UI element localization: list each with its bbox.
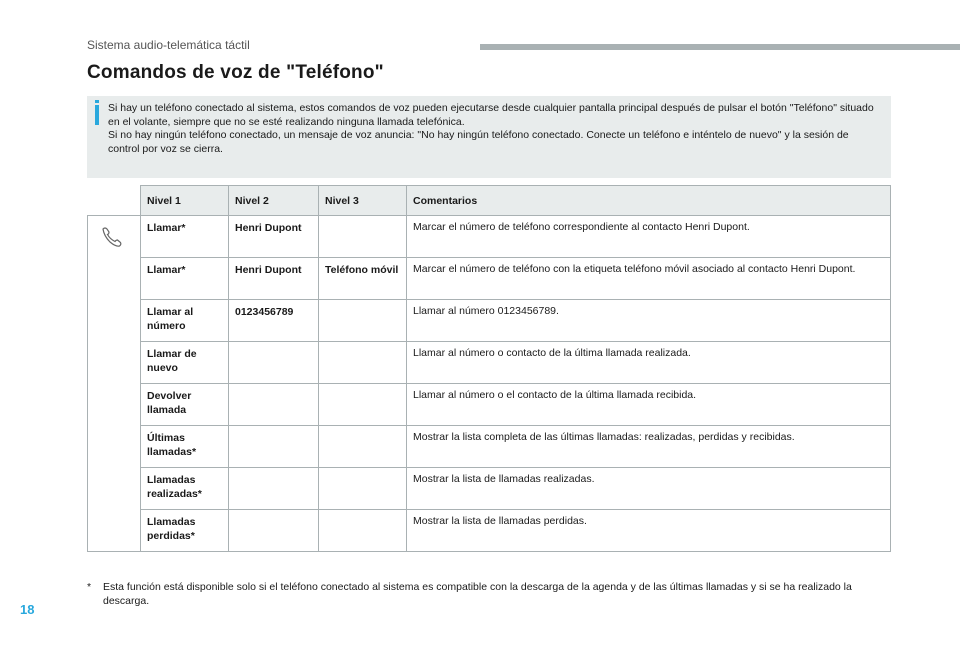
- level-2-cell: Henri Dupont: [228, 257, 319, 300]
- footnote-text: Esta función está disponible solo si el …: [103, 581, 852, 607]
- header-nivel-1: Nivel 1: [140, 185, 229, 216]
- table-row: Llamar al número 0123456789 Llamar al núme…: [88, 299, 891, 342]
- level-1-cell: Últimas llamadas*: [140, 425, 229, 468]
- table-header: Nivel 1 Nivel 2 Nivel 3 Comentarios: [87, 185, 891, 216]
- table-row: Últimas llamadas* Mostrar la lista comple…: [88, 425, 891, 468]
- table-row: Llamadas realizadas* Mostrar la lista de …: [88, 467, 891, 510]
- level-1-cell: Llamar*: [140, 215, 229, 258]
- phone-handset-icon: [102, 227, 122, 247]
- level-3-cell: [318, 215, 407, 258]
- comment-cell: Marcar el número de teléfono con la etiq…: [406, 257, 891, 300]
- level-3-cell: [318, 383, 407, 426]
- footnote-mark: *: [87, 581, 92, 593]
- level-1-cell: Devolver llamada: [140, 383, 229, 426]
- level-3-cell: [318, 299, 407, 342]
- header-comentarios: Comentarios: [406, 185, 891, 216]
- page-number: 18: [20, 602, 35, 617]
- level-2-cell: [228, 425, 319, 468]
- phone-icon-cell: [87, 215, 141, 552]
- header-rule: [480, 44, 960, 50]
- table-row: Llamar* Henri Dupont Marcar el número de t…: [87, 215, 891, 552]
- level-2-cell: [228, 509, 319, 552]
- level-3-cell: [318, 509, 407, 552]
- level-1-cell: Llamar*: [140, 257, 229, 300]
- level-2-cell: Henri Dupont: [228, 215, 319, 258]
- comment-cell: Llamar al número 0123456789.: [406, 299, 891, 342]
- comment-cell: Llamar al número o contacto de la última…: [406, 341, 891, 384]
- info-text-1: Si hay un teléfono conectado al sistema,…: [108, 102, 874, 128]
- table-row: Llamadas perdidas* Mostrar la lista de ll…: [88, 509, 891, 552]
- page-title: Comandos de voz de "Teléfono": [87, 62, 384, 83]
- comment-cell: Marcar el número de teléfono correspondi…: [406, 215, 891, 258]
- header-nivel-3: Nivel 3: [318, 185, 407, 216]
- info-text-2: Si no hay ningún teléfono conectado, un …: [108, 129, 849, 155]
- comment-cell: Mostrar la lista de llamadas perdidas.: [406, 509, 891, 552]
- level-2-cell: [228, 341, 319, 384]
- level-1-cell: Llamar de nuevo: [140, 341, 229, 384]
- footnote: * Esta función está disponible solo si e…: [87, 580, 887, 608]
- comment-cell: Llamar al número o el contacto de la últ…: [406, 383, 891, 426]
- level-3-cell: [318, 341, 407, 384]
- info-box: Si hay un teléfono conectado al sistema,…: [87, 96, 891, 178]
- level-2-cell: [228, 467, 319, 510]
- info-icon: [95, 100, 99, 125]
- info-text: Si hay un teléfono conectado al sistema,…: [108, 102, 878, 156]
- comment-cell: Mostrar la lista completa de las últimas…: [406, 425, 891, 468]
- voice-commands-table: Nivel 1 Nivel 2 Nivel 3 Comentarios Llam…: [87, 185, 891, 552]
- level-1-cell: Llamadas realizadas*: [140, 467, 229, 510]
- level-3-cell: [318, 425, 407, 468]
- level-1-cell: Llamar al número: [140, 299, 229, 342]
- comment-cell: Mostrar la lista de llamadas realizadas.: [406, 467, 891, 510]
- running-header: Sistema audio-telemática táctil: [87, 38, 250, 52]
- header-blank: [87, 185, 141, 216]
- level-2-cell: 0123456789: [228, 299, 319, 342]
- level-2-cell: [228, 383, 319, 426]
- header-nivel-2: Nivel 2: [228, 185, 319, 216]
- table-row: Llamar* Henri Dupont Teléfono móvil Marcar …: [88, 257, 891, 300]
- table-row: Llamar de nuevo Llamar al número o contac…: [88, 341, 891, 384]
- table-row: Devolver llamada Llamar al número o el co…: [88, 383, 891, 426]
- level-1-cell: Llamadas perdidas*: [140, 509, 229, 552]
- level-3-cell: Teléfono móvil: [318, 257, 407, 300]
- level-3-cell: [318, 467, 407, 510]
